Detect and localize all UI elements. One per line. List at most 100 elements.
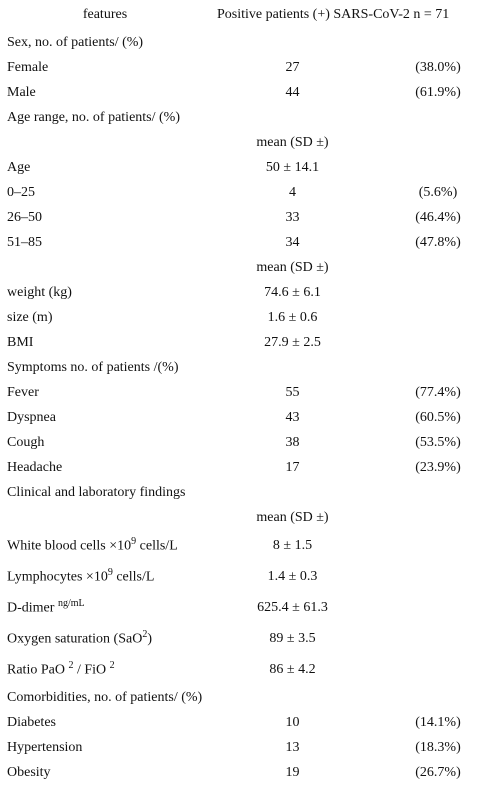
value-cell: 34	[285, 234, 300, 250]
superscript: 9	[107, 567, 113, 579]
row-label: Diabetes	[0, 710, 210, 735]
value-cell: 89 ± 3.5	[269, 630, 316, 646]
table-row: Symptoms no. of patients /(%)	[0, 355, 501, 380]
value-cell: 55	[285, 384, 300, 400]
row-label: Female	[0, 55, 210, 80]
table-row: Diabetes 10 (14.1%)	[0, 710, 501, 735]
value-cell: 33	[285, 209, 300, 225]
spacer-cell	[375, 255, 501, 280]
label-text: Ratio PaO	[7, 662, 69, 678]
spacer-cell	[375, 280, 501, 305]
spacer-cell	[375, 623, 501, 654]
table-row: Comorbidities, no. of patients/ (%)	[0, 685, 501, 710]
percent-cell: (60.5%)	[415, 409, 461, 425]
row-label: Cough	[0, 430, 210, 455]
value-cell: 27.9 ± 2.5	[264, 334, 321, 350]
label-text: Female	[7, 59, 49, 75]
table-row: weight (kg) 74.6 ± 6.1	[0, 280, 501, 305]
label-text: Fever	[7, 384, 39, 400]
superscript: 2	[109, 660, 115, 672]
table-row: Male 44 (61.9%)	[0, 80, 501, 105]
label-text: Dyspnea	[7, 409, 56, 425]
table-row: Female 27 (38.0%)	[0, 55, 501, 80]
table-row: Fever 55 (77.4%)	[0, 380, 501, 405]
label-text: Oxygen saturation (SaO	[7, 631, 143, 647]
percent-cell: (14.1%)	[415, 714, 461, 730]
label-text: Age	[7, 159, 31, 175]
value-cell: 13	[285, 739, 300, 755]
label-text: Headache	[7, 459, 63, 475]
table-row: Dyspnea 43 (60.5%)	[0, 405, 501, 430]
table-row: Age range, no. of patients/ (%)	[0, 105, 501, 130]
label-text: 26–50	[7, 209, 42, 225]
label-text: size (m)	[7, 309, 53, 325]
value-cell: 10	[285, 714, 300, 730]
row-label: weight (kg)	[0, 280, 210, 305]
table-row: 51–85 34 (47.8%)	[0, 230, 501, 255]
table-row: Sex, no. of patients/ (%)	[0, 30, 501, 55]
label-text: 0–25	[7, 184, 35, 200]
row-label: Fever	[0, 380, 210, 405]
percent-cell: (23.9%)	[415, 459, 461, 475]
percent-cell: (18.3%)	[415, 739, 461, 755]
row-label: White blood cells ×109 cells/L	[0, 530, 210, 561]
row-label: Age	[0, 155, 210, 180]
spacer-cell	[375, 530, 501, 561]
value-cell: 44	[285, 84, 300, 100]
section-label: Clinical and laboratory findings	[7, 484, 186, 500]
percent-cell: (77.4%)	[415, 384, 461, 400]
table-row: White blood cells ×109 cells/L 8 ± 1.5	[0, 530, 501, 561]
percent-cell: (5.6%)	[418, 184, 458, 200]
row-label: Obesity	[0, 760, 210, 785]
percent-cell: (61.9%)	[415, 84, 461, 100]
percent-cell: (26.7%)	[415, 764, 461, 780]
table-row: Cough 38 (53.5%)	[0, 430, 501, 455]
header-cell: Positive patients (+) SARS-CoV-2 n = 71	[217, 7, 450, 22]
value-cell: 17	[285, 459, 300, 475]
section-label: Symptoms no. of patients /(%)	[7, 359, 179, 375]
table-row: 0–25 4 (5.6%)	[0, 180, 501, 205]
table-row: size (m) 1.6 ± 0.6	[0, 305, 501, 330]
label-text: Diabetes	[7, 714, 56, 730]
label-text: Obesity	[7, 764, 51, 780]
row-label: D-dimer ng/mL	[0, 592, 210, 623]
label-text: cells/L	[112, 569, 155, 585]
value-cell: 1.6 ± 0.6	[267, 309, 318, 325]
table-row: Ratio PaO 2 / FiO 2 86 ± 4.2	[0, 654, 501, 685]
row-label: size (m)	[0, 305, 210, 330]
spacer-cell	[0, 505, 210, 530]
table-row: Headache 17 (23.9%)	[0, 455, 501, 480]
row-label: Male	[0, 80, 210, 105]
table-row: Clinical and laboratory findings	[0, 480, 501, 505]
table-row: Lymphocytes ×109 cells/L 1.4 ± 0.3	[0, 561, 501, 592]
label-text: BMI	[7, 334, 34, 350]
header-row: features Positive patients (+) SARS-CoV-…	[0, 0, 501, 30]
value-cell: 19	[285, 764, 300, 780]
table-row: BMI 27.9 ± 2.5	[0, 330, 501, 355]
table-row: D-dimer ng/mL 625.4 ± 61.3	[0, 592, 501, 623]
row-label: BMI	[0, 330, 210, 355]
value-cell: 8 ± 1.5	[272, 537, 313, 553]
row-label: Hypertension	[0, 735, 210, 760]
table-row: mean (SD ±)	[0, 505, 501, 530]
superscript: 2	[142, 629, 148, 641]
spacer-cell	[375, 130, 501, 155]
subheader-label: mean (SD ±)	[256, 134, 329, 150]
spacer-cell	[375, 155, 501, 180]
percent-cell: (46.4%)	[415, 209, 461, 225]
row-label: Headache	[0, 455, 210, 480]
value-cell: 50 ± 14.1	[265, 159, 320, 175]
section-label: Sex, no. of patients/ (%)	[7, 34, 144, 50]
label-text: White blood cells ×10	[7, 538, 132, 554]
value-cell: 74.6 ± 6.1	[264, 284, 321, 300]
spacer-cell	[0, 255, 210, 280]
row-label: Lymphocytes ×109 cells/L	[0, 561, 210, 592]
percent-cell: (38.0%)	[415, 59, 461, 75]
label-text: Male	[7, 84, 36, 100]
spacer-cell	[375, 654, 501, 685]
value-cell: 43	[285, 409, 300, 425]
subheader-label: mean (SD ±)	[256, 259, 329, 275]
